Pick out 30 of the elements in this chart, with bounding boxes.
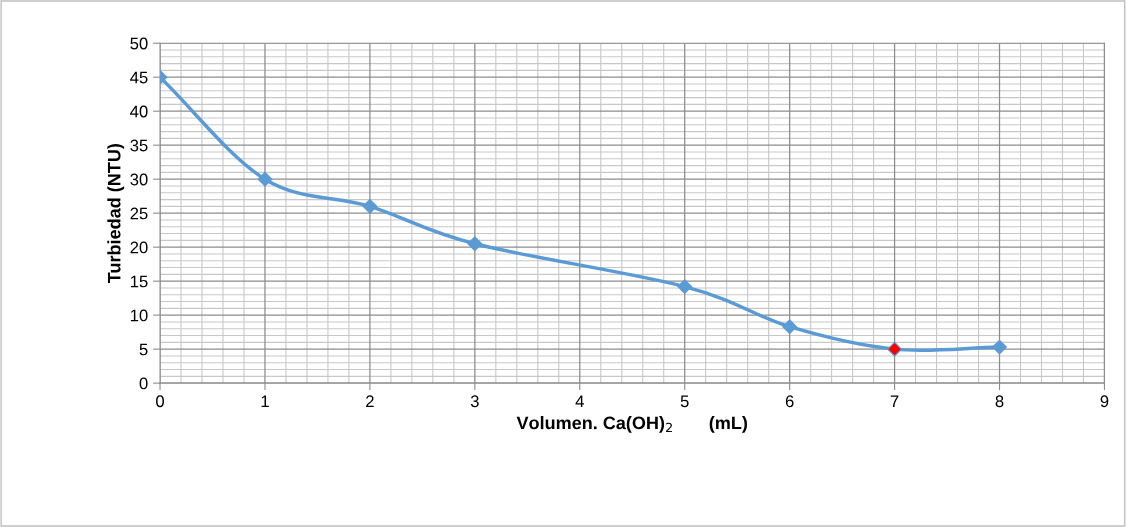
y-tick-label: 45 [130, 71, 148, 84]
y-tick-label: 20 [130, 241, 148, 254]
x-tick-label: 8 [995, 395, 1004, 408]
y-tick-label: 50 [130, 37, 148, 50]
point [467, 236, 483, 252]
text: Volumen. Ca(OH)$_{2}$ (mL) [516, 416, 748, 433]
x-tick-label: 6 [785, 395, 794, 408]
x-tick-label: 5 [680, 395, 689, 408]
y-tick-label: 15 [130, 275, 148, 288]
y-tick-label: 25 [130, 207, 148, 220]
x-tick-label: 1 [261, 395, 269, 408]
x-tick-label: 7 [890, 395, 899, 408]
point [257, 171, 273, 187]
y-tick-label: 5 [139, 343, 148, 356]
x-tick-label: 2 [366, 395, 374, 408]
point [992, 339, 1007, 355]
y-tick-label: 10 [130, 309, 148, 322]
x-tick-label: 3 [470, 395, 479, 408]
point [362, 198, 378, 214]
y-tick-label: 40 [130, 105, 148, 118]
y-tick-label: 35 [130, 139, 148, 152]
y-tick-label: 0 [139, 377, 148, 390]
y-axis-title: Turbiedad (NTU) [107, 144, 125, 284]
y-tick-label: 30 [130, 173, 148, 186]
x-tick-label: 4 [575, 395, 584, 408]
point [677, 279, 693, 295]
x-tick-label: 9 [1100, 395, 1109, 408]
x-tick-label: 0 [156, 395, 165, 408]
point [782, 319, 798, 335]
point [887, 341, 903, 357]
